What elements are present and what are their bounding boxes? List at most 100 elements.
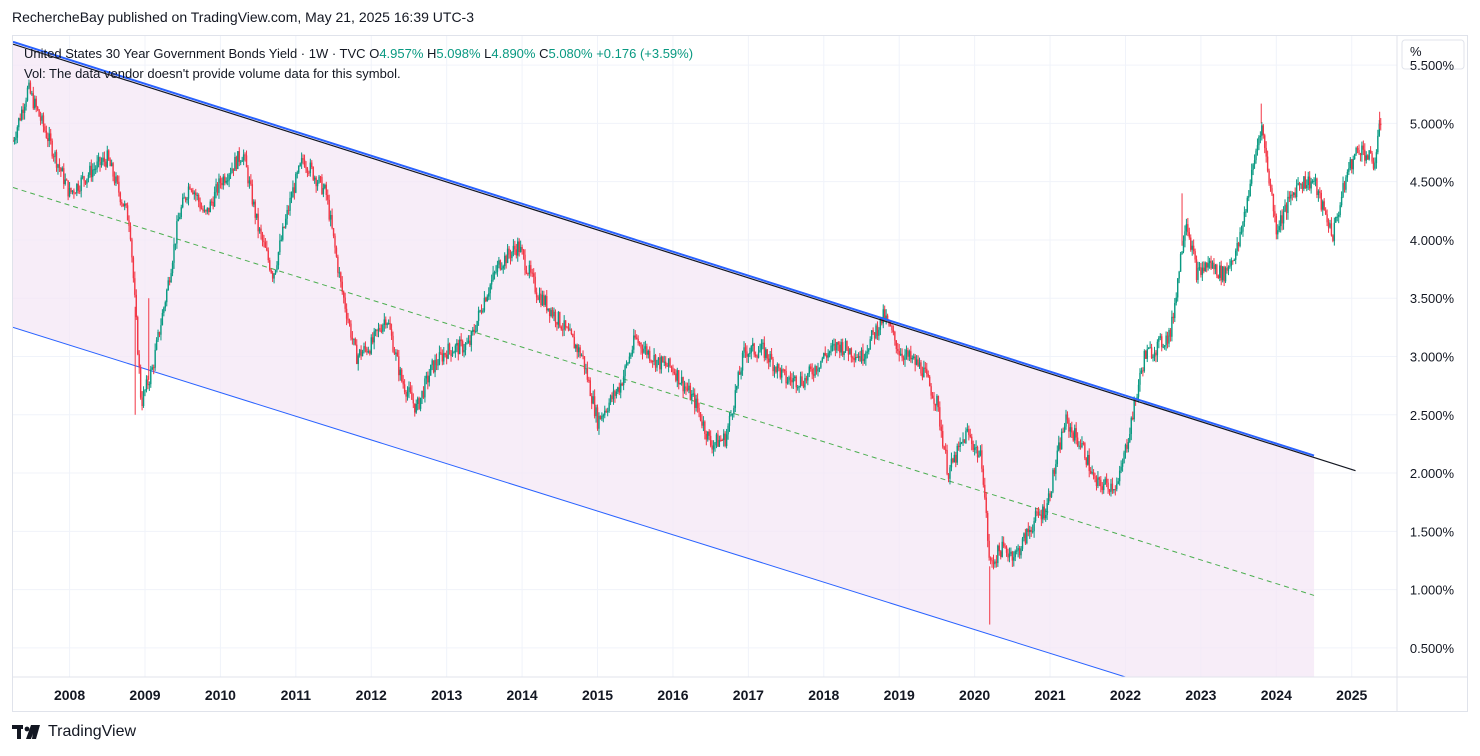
candle-body: [447, 343, 449, 359]
legend-open-value: 4.957%: [379, 46, 424, 61]
candle-body: [219, 178, 222, 184]
candle-body: [93, 169, 95, 171]
candle-body: [1040, 514, 1043, 520]
candle-body: [1036, 511, 1038, 513]
candle-body: [192, 190, 194, 195]
candle-body: [1253, 160, 1256, 165]
candle-body: [267, 250, 269, 261]
candle-body: [769, 353, 771, 363]
candle-body: [1184, 231, 1186, 241]
candle-body: [971, 436, 973, 444]
candle-body: [1287, 196, 1289, 213]
candle-body: [913, 356, 915, 358]
candle-body: [506, 248, 509, 264]
candle-body: [540, 293, 542, 306]
footer-brand-label: TradingView: [48, 723, 137, 740]
candle-body: [878, 329, 880, 336]
candle-body: [1369, 150, 1372, 154]
candle-body: [1229, 265, 1231, 267]
candle-body: [869, 339, 871, 350]
candle-body: [274, 270, 277, 274]
candle-body: [1076, 437, 1079, 446]
candle-body: [160, 325, 162, 335]
candle-body: [1352, 158, 1354, 170]
legend-open-label: O: [369, 46, 380, 61]
candle-body: [837, 342, 839, 345]
candle-body: [122, 203, 124, 207]
candle-body: [87, 174, 90, 179]
price-scale-unit[interactable]: %: [1410, 44, 1422, 59]
candle-body: [1269, 183, 1272, 189]
candle-body: [306, 168, 309, 173]
candle-body: [1111, 483, 1114, 491]
candle-body: [1342, 183, 1344, 197]
candle-body: [51, 140, 53, 157]
candle-body: [679, 383, 681, 385]
candle-body: [704, 421, 706, 434]
candle-body: [1014, 551, 1016, 558]
candle-body: [238, 151, 240, 162]
candle-body: [892, 330, 895, 332]
candle-body: [662, 356, 664, 362]
candle-body: [123, 203, 126, 207]
candle-body: [715, 434, 718, 443]
candle-body: [1037, 511, 1040, 516]
candle-body: [299, 163, 301, 166]
candle-body: [946, 450, 948, 474]
candle-body: [105, 161, 107, 167]
candle-body: [688, 385, 690, 391]
candle-body: [1113, 489, 1115, 491]
candle-body: [1203, 267, 1205, 272]
candle-body: [1206, 262, 1208, 268]
candle-body: [1118, 470, 1121, 482]
candle-body: [347, 318, 349, 321]
candle-body: [19, 118, 21, 120]
candle-body: [538, 293, 541, 300]
candle-body: [537, 297, 539, 300]
candle-body: [525, 270, 528, 274]
candle-body: [134, 278, 136, 295]
candle-body: [886, 315, 889, 320]
candle-body: [1364, 149, 1366, 161]
candle-body: [795, 376, 797, 388]
candle-body: [939, 407, 941, 427]
candle-body: [889, 325, 892, 327]
candle-body: [454, 345, 457, 353]
candle-body: [241, 160, 243, 162]
candle-body: [334, 235, 336, 248]
candle-body: [696, 398, 699, 409]
candle-body: [1142, 370, 1144, 372]
candle-body: [460, 339, 462, 342]
candle-body: [1132, 417, 1134, 420]
x-tick-label: 2014: [507, 687, 538, 703]
candle-body: [315, 177, 317, 187]
candle-body: [302, 158, 304, 160]
candle-body: [1127, 442, 1130, 449]
legend-close-label: C: [539, 46, 549, 61]
candle-body: [585, 368, 587, 370]
candle-body: [1316, 178, 1318, 196]
candle-body: [1169, 329, 1172, 337]
candle-body: [296, 172, 298, 174]
candle-body: [300, 158, 303, 164]
candle-body: [312, 167, 314, 180]
candle-body: [750, 346, 752, 353]
candle-body: [1262, 125, 1264, 136]
candle-body: [692, 393, 694, 395]
candle-body: [36, 106, 39, 110]
candle-body: [372, 337, 374, 343]
candle-body: [370, 337, 372, 354]
candle-body: [902, 357, 905, 361]
candle-body: [839, 344, 841, 353]
candle-body: [61, 168, 64, 172]
candle-body: [476, 320, 478, 332]
candle-body: [515, 249, 517, 256]
candle-body: [112, 163, 114, 177]
candle-body: [512, 245, 515, 252]
candle-body: [148, 384, 151, 386]
candle-body: [356, 344, 358, 364]
candle-body: [174, 243, 177, 245]
candle-body: [702, 421, 705, 426]
legend-symbol[interactable]: United States 30 Year Government Bonds Y…: [24, 46, 366, 61]
